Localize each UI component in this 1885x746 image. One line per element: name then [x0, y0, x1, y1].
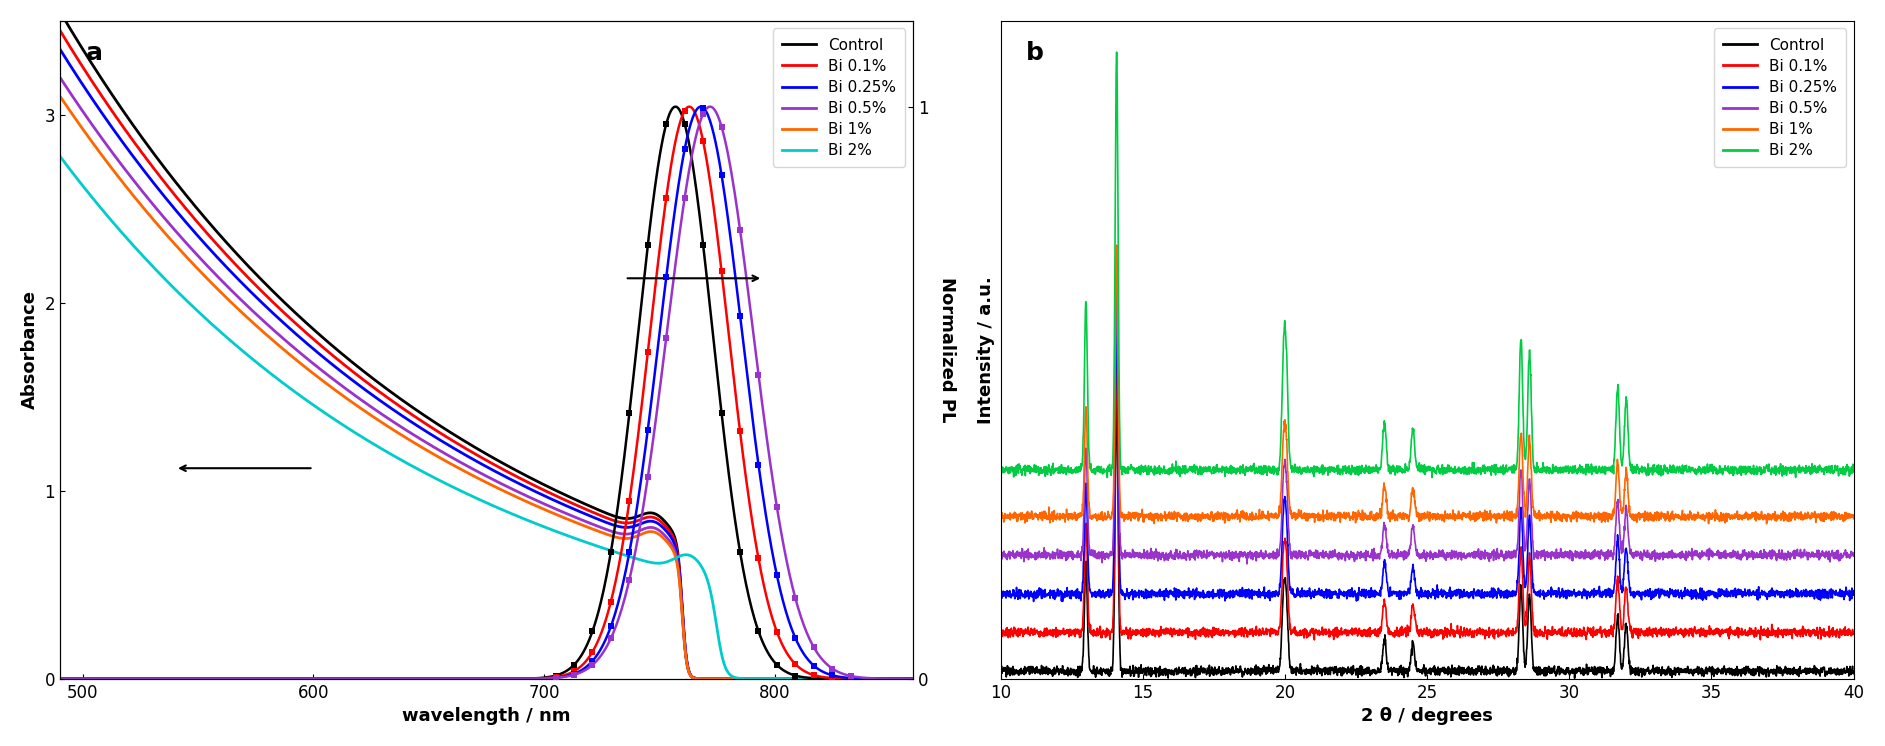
- Y-axis label: Absorbance: Absorbance: [21, 290, 40, 410]
- Y-axis label: Intensity / a.u.: Intensity / a.u.: [976, 276, 995, 424]
- Legend: Control, Bi 0.1%, Bi 0.25%, Bi 0.5%, Bi 1%, Bi 2%: Control, Bi 0.1%, Bi 0.25%, Bi 0.5%, Bi …: [773, 28, 905, 167]
- Text: a: a: [85, 40, 102, 65]
- Legend: Control, Bi 0.1%, Bi 0.25%, Bi 0.5%, Bi 1%, Bi 2%: Control, Bi 0.1%, Bi 0.25%, Bi 0.5%, Bi …: [1713, 28, 1845, 167]
- X-axis label: 2 θ / degrees: 2 θ / degrees: [1361, 707, 1493, 725]
- Y-axis label: Normalized PL: Normalized PL: [939, 277, 956, 422]
- Text: b: b: [1025, 40, 1044, 65]
- X-axis label: wavelength / nm: wavelength / nm: [402, 707, 571, 725]
